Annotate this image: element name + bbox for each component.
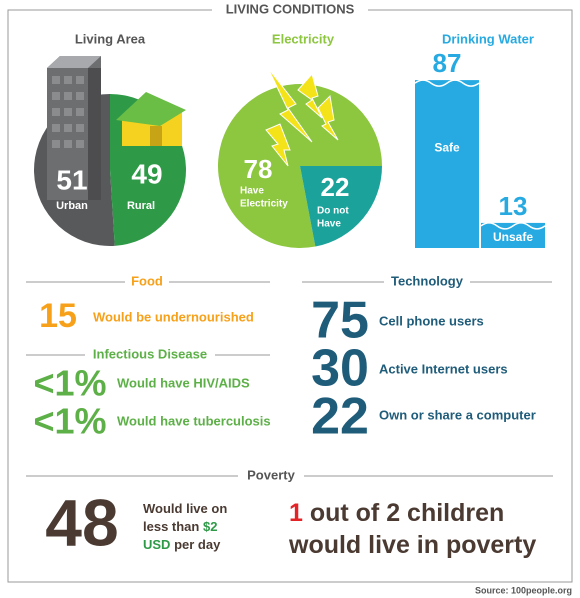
- stat-value: 30: [311, 340, 369, 398]
- section-title: Technology: [391, 273, 464, 288]
- text-part: out of 2 children: [303, 499, 504, 527]
- stat-value: 48: [45, 485, 118, 559]
- stat-text: Active Internet users: [379, 361, 508, 376]
- text-part: 1: [289, 499, 303, 527]
- stat-text: less than $2: [143, 519, 217, 534]
- wave: [480, 222, 546, 230]
- text-part: per day: [170, 537, 221, 552]
- bar-chart: 87 Safe 13 Unsafe: [414, 48, 546, 248]
- slice-value: 78: [244, 154, 273, 184]
- stat-text: USD per day: [143, 537, 221, 552]
- page-title: LIVING CONDITIONS: [226, 1, 355, 16]
- slice-label: Have: [240, 186, 264, 197]
- stat-value: 15: [39, 297, 77, 335]
- lightning-icon: [265, 67, 339, 167]
- text-part: USD: [143, 537, 170, 552]
- bar-value: 87: [433, 48, 462, 78]
- statement: 1 out of 2 children: [289, 499, 504, 527]
- slice-label: Electricity: [240, 199, 288, 210]
- source: Source: 100people.org: [475, 585, 572, 595]
- stat-value: <1%: [33, 401, 106, 442]
- slice-label: Urban: [56, 200, 88, 212]
- slice-value: 49: [131, 158, 162, 189]
- bar: [481, 222, 545, 248]
- section-title: Drinking Water: [442, 31, 534, 46]
- text-part: less than: [143, 519, 203, 534]
- bar-label: Safe: [434, 140, 460, 154]
- stat-value: <1%: [33, 363, 106, 404]
- slice-value: 22: [321, 172, 350, 202]
- title-backdrop: [212, 2, 368, 18]
- stat-text: Cell phone users: [379, 313, 484, 328]
- stat-text: Own or share a computer: [379, 407, 536, 422]
- slice-label: Do not: [317, 206, 349, 217]
- stat-text: Would be undernourished: [93, 309, 254, 324]
- stat-text: Would have tuberculosis: [117, 413, 271, 428]
- slice-label: Rural: [127, 200, 155, 212]
- statement: would live in poverty: [288, 531, 536, 559]
- slice-label: Have: [317, 219, 341, 230]
- bar: [415, 80, 479, 248]
- stat-text: Would have HIV/AIDS: [117, 375, 250, 390]
- bar-label: Unsafe: [493, 230, 533, 244]
- header-backdrop: [238, 468, 304, 484]
- section-title: Food: [131, 273, 163, 288]
- wave: [414, 79, 480, 87]
- section-title: Electricity: [272, 31, 335, 46]
- stat-value: 75: [311, 292, 369, 350]
- section-title: Infectious Disease: [93, 346, 207, 361]
- pie-slice: [300, 166, 382, 247]
- text-part: Would live on: [143, 501, 227, 516]
- header-backdrop: [125, 274, 169, 290]
- section-title: Living Area: [75, 31, 146, 46]
- bar-value: 13: [499, 191, 528, 221]
- slice-value: 51: [56, 164, 87, 195]
- header-backdrop: [384, 274, 470, 290]
- stat-text: Would live on: [143, 501, 227, 516]
- house-icon: [116, 92, 186, 146]
- pie: [217, 83, 382, 248]
- text-part: would live in poverty: [288, 531, 536, 559]
- section-title: Poverty: [247, 467, 295, 482]
- stat-value: 22: [311, 388, 369, 446]
- text-part: $2: [203, 519, 217, 534]
- header-backdrop: [85, 347, 215, 363]
- building-icon: [47, 56, 101, 200]
